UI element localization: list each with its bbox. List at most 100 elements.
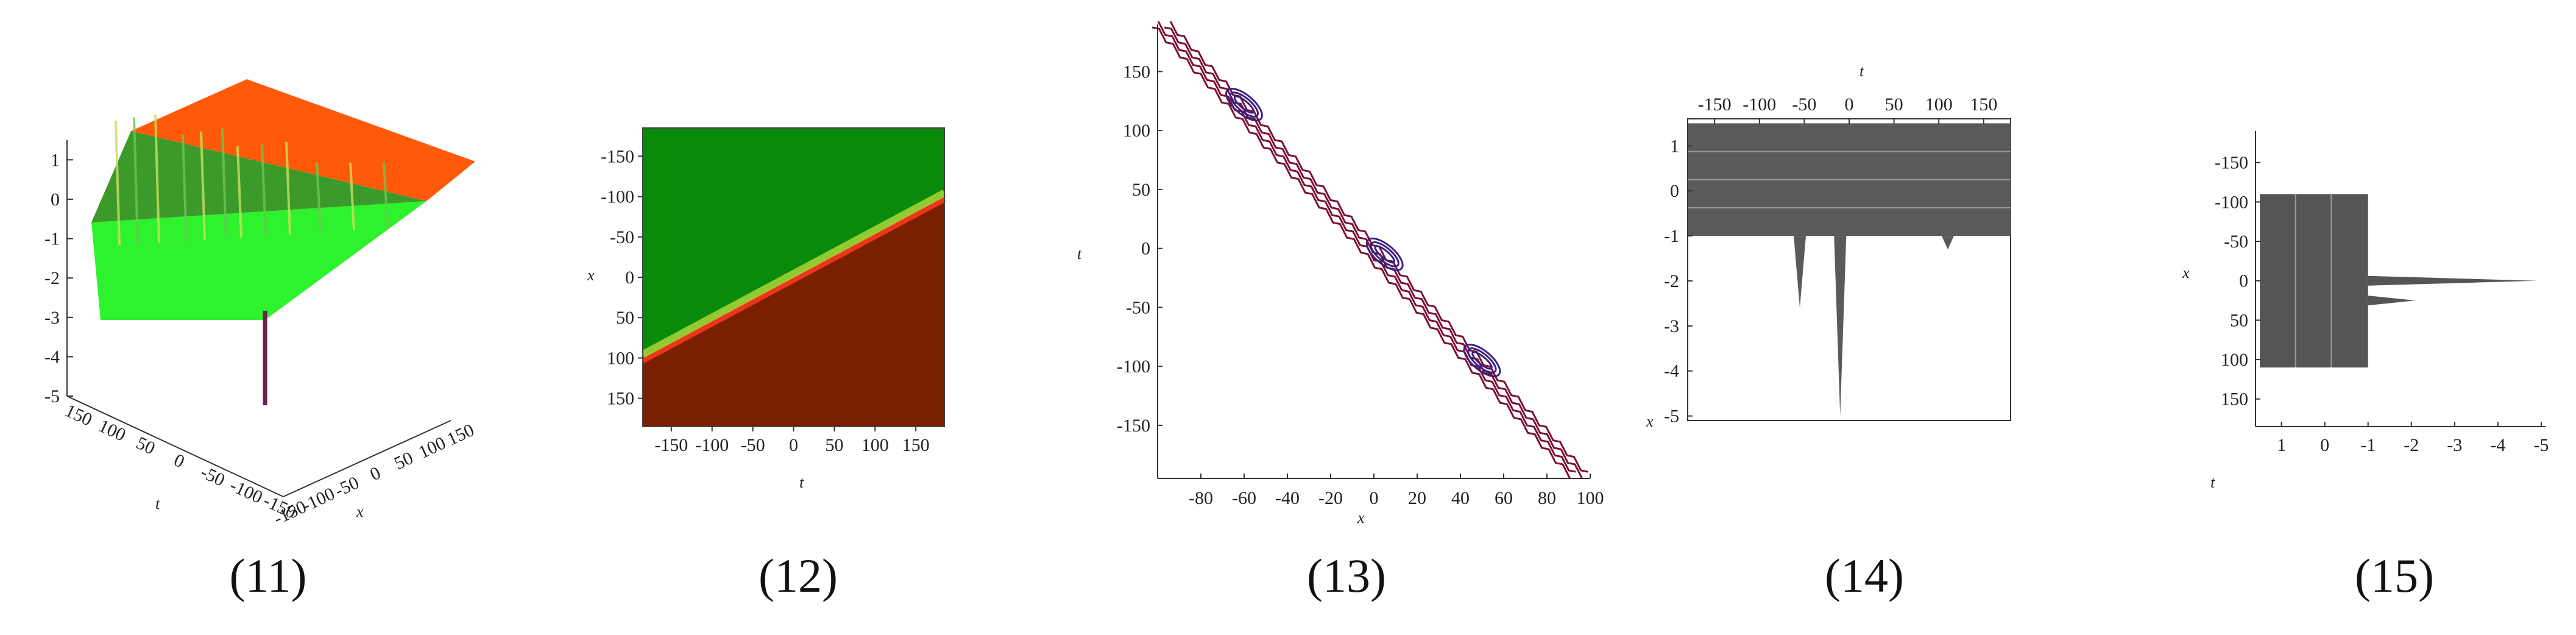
p15-surface [2260, 194, 2537, 367]
p13-peak-ring [1225, 88, 1263, 122]
p15-z-ticks: 1 0 -1 -2 -3 -4 -5 [2277, 422, 2549, 455]
p12-brown-region [643, 196, 944, 427]
p15-x-tick-label: -150 [2215, 153, 2248, 173]
p11-ridge [285, 141, 291, 235]
p14-t-ticks: -150 -100 -50 0 50 100 150 [1698, 94, 1997, 124]
p13-peak-ring [1365, 237, 1404, 271]
p13-x-tick-label: 40 [1451, 488, 1470, 508]
panel-12-heatmap: -150 -100 -50 0 50 100 150 -150 -100 -50 0 50 100 15… [587, 127, 946, 491]
p11-z-tick-label: -5 [44, 386, 60, 406]
p13-peak-ring [1229, 91, 1259, 118]
p12-x-label: x [587, 266, 595, 284]
p15-x-tick-label: -100 [2215, 192, 2248, 212]
p11-wall [91, 131, 426, 222]
p14-t-tick-label: 50 [1885, 94, 1903, 115]
p11-x-tick-label: 150 [444, 420, 478, 450]
p11-x-label: x [356, 503, 364, 520]
p13-peak-ring [1370, 241, 1399, 268]
p12-plot-area [641, 127, 946, 427]
caption-15: (15) [2355, 549, 2434, 602]
p12-t-tick-label: 0 [789, 435, 798, 455]
p11-ridge [316, 163, 322, 233]
p11-z-tick-label: -2 [44, 268, 60, 288]
p13-t-label: t [1077, 245, 1082, 263]
p11-t-tick-label: -100 [227, 475, 266, 508]
p14-z-tick-label: -2 [1664, 271, 1679, 291]
p15-z-tick-label: 0 [2320, 435, 2329, 455]
p15-z-tick-label: -4 [2490, 435, 2505, 455]
p11-z-ticks: 1 0 -1 -2 -3 -4 -5 [44, 150, 73, 406]
p15-x-tick-label: 150 [2221, 389, 2248, 410]
p12-front-red [641, 196, 946, 363]
p13-x-tick-label: 20 [1408, 488, 1426, 508]
p15-x-ticks: -150 -100 -50 0 50 100 150 [2215, 153, 2260, 410]
p13-peaks [1225, 88, 1501, 378]
p15-x-tick-label: 50 [2230, 310, 2248, 330]
p13-contour-lines [1152, 21, 1588, 478]
p14-t-label: t [1859, 62, 1864, 80]
p11-x-tick-label: 50 [391, 448, 416, 474]
p13-x-tick-label: -60 [1232, 488, 1256, 508]
p12-x-tick-label: 0 [625, 268, 634, 288]
p13-t-tick-label: -150 [1117, 416, 1150, 436]
p12-t-tick-label: 150 [902, 435, 930, 455]
p14-spike [1794, 236, 1806, 308]
p15-x-tick-label: -50 [2224, 232, 2248, 252]
p12-t-tick-label: -50 [741, 435, 765, 455]
p14-t-tick-label: -100 [1743, 94, 1776, 115]
p11-x-axis [283, 420, 451, 497]
p11-t-label: t [155, 495, 160, 513]
p14-z-tick-label: -3 [1664, 316, 1679, 336]
p12-x-ticks: -150 -100 -50 0 50 100 150 [601, 146, 643, 409]
p12-t-label: t [799, 474, 804, 491]
p11-low-plateau [91, 201, 426, 320]
p15-spike [2368, 275, 2537, 286]
p15-t-label: t [2210, 474, 2215, 491]
p11-ridge [154, 114, 160, 243]
p11-z-tick-label: -1 [44, 229, 60, 249]
p13-contour-line [1152, 26, 1571, 478]
p13-t-tick-label: 100 [1123, 121, 1150, 141]
p13-x-tick-label: -40 [1275, 488, 1300, 508]
p11-z-tick-label: -3 [44, 308, 60, 328]
p11-ridge [383, 162, 389, 229]
p12-t-tick-label: -150 [654, 435, 688, 455]
p11-ridge [182, 135, 188, 241]
p14-z-ticks: 1 0 -1 -2 -3 -4 -5 [1664, 136, 1693, 427]
p13-peak-ring [1463, 343, 1501, 378]
p12-x-tick-label: 100 [607, 348, 634, 368]
p13-t-ticks: 150 100 50 0 -50 -100 -150 [1117, 62, 1162, 436]
p12-front-yellow [641, 190, 946, 358]
caption-13: (13) [1307, 549, 1386, 602]
p12-t-tick-label: 50 [825, 435, 843, 455]
p11-ridges [115, 114, 389, 246]
p13-t-tick-label: 50 [1132, 180, 1150, 200]
p14-z-tick-label: 0 [1670, 181, 1679, 201]
p14-spike [1834, 236, 1847, 416]
p13-x-tick-label: -80 [1189, 488, 1213, 508]
p14-x-label: x [1646, 413, 1654, 430]
p14-spike [1941, 236, 1954, 250]
p14-z-tick-label: 1 [1670, 136, 1679, 156]
p11-z-tick-label: 0 [51, 190, 60, 210]
p14-t-tick-label: 0 [1845, 94, 1854, 115]
p13-x-ticks: -80 -60 -40 -20 0 20 40 60 80 100 [1189, 474, 1604, 508]
p13-x-label: x [1357, 509, 1365, 527]
p13-peak-ring [1471, 351, 1493, 370]
p11-t-tick-label: 0 [171, 450, 188, 472]
p14-z-tick-label: -4 [1664, 361, 1679, 381]
p15-z-tick-label: -5 [2533, 435, 2549, 455]
p13-x-tick-label: 0 [1370, 488, 1379, 508]
p11-x-tick-label: 100 [416, 433, 449, 463]
p11-ridge [115, 121, 121, 246]
p12-x-tick-label: -50 [610, 227, 634, 247]
p12-x-tick-label: -100 [601, 187, 634, 207]
p15-z-tick-label: 1 [2277, 435, 2286, 455]
p11-x-tick-label: -50 [331, 472, 362, 501]
panel-14-projection: 1 0 -1 -2 -3 -4 -5 -150 -100 -50 0 50 100 150 t x [1646, 62, 2011, 430]
p15-frame [2255, 131, 2546, 427]
p11-ridge [236, 146, 242, 238]
p13-x-tick-label: 60 [1495, 488, 1513, 508]
